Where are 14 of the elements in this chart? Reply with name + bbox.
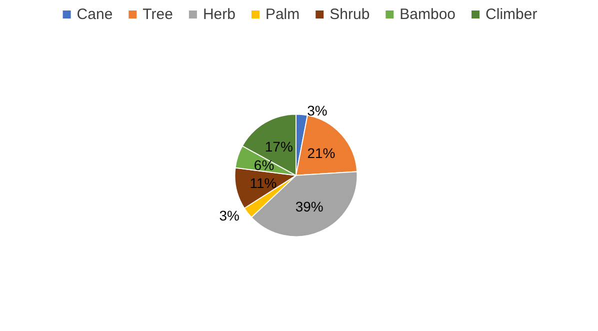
data-label: 3% — [219, 207, 240, 224]
legend-label: Shrub — [330, 6, 370, 23]
legend-label: Tree — [142, 6, 173, 23]
data-label: 11% — [250, 174, 277, 191]
legend-label: Palm — [265, 6, 300, 23]
data-label: 21% — [307, 145, 336, 162]
data-label: 3% — [307, 102, 328, 118]
legend-label: Cane — [76, 6, 113, 23]
data-label: 6% — [254, 157, 274, 174]
legend-label: Climber — [486, 6, 538, 23]
legend-label: Herb — [202, 6, 236, 23]
data-label: 39% — [295, 198, 324, 214]
legend-label: Bamboo — [400, 6, 456, 23]
data-label: 17% — [264, 138, 293, 154]
